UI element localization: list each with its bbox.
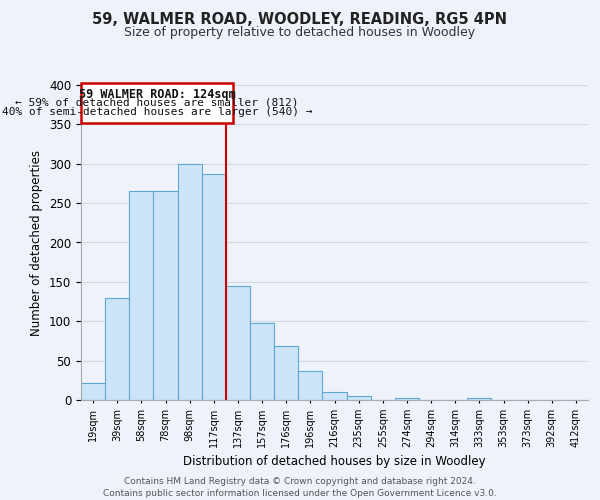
Text: Contains public sector information licensed under the Open Government Licence v3: Contains public sector information licen… <box>103 489 497 498</box>
Bar <box>178 164 202 400</box>
Bar <box>81 382 105 400</box>
Bar <box>298 371 322 400</box>
Text: 40% of semi-detached houses are larger (540) →: 40% of semi-detached houses are larger (… <box>2 107 313 117</box>
Bar <box>467 398 491 400</box>
Bar <box>226 286 250 400</box>
Y-axis label: Number of detached properties: Number of detached properties <box>31 150 43 336</box>
Bar <box>154 192 178 400</box>
Bar <box>105 298 129 400</box>
Text: Size of property relative to detached houses in Woodley: Size of property relative to detached ho… <box>124 26 476 39</box>
X-axis label: Distribution of detached houses by size in Woodley: Distribution of detached houses by size … <box>183 456 486 468</box>
Text: ← 59% of detached houses are smaller (812): ← 59% of detached houses are smaller (81… <box>16 98 299 108</box>
Text: 59, WALMER ROAD, WOODLEY, READING, RG5 4PN: 59, WALMER ROAD, WOODLEY, READING, RG5 4… <box>92 12 508 28</box>
Text: 59 WALMER ROAD: 124sqm: 59 WALMER ROAD: 124sqm <box>79 88 235 101</box>
Bar <box>322 392 347 400</box>
Bar <box>395 398 419 400</box>
FancyBboxPatch shape <box>81 82 233 123</box>
Text: Contains HM Land Registry data © Crown copyright and database right 2024.: Contains HM Land Registry data © Crown c… <box>124 478 476 486</box>
Bar <box>129 192 154 400</box>
Bar <box>202 174 226 400</box>
Bar <box>274 346 298 400</box>
Bar <box>250 323 274 400</box>
Bar <box>347 396 371 400</box>
